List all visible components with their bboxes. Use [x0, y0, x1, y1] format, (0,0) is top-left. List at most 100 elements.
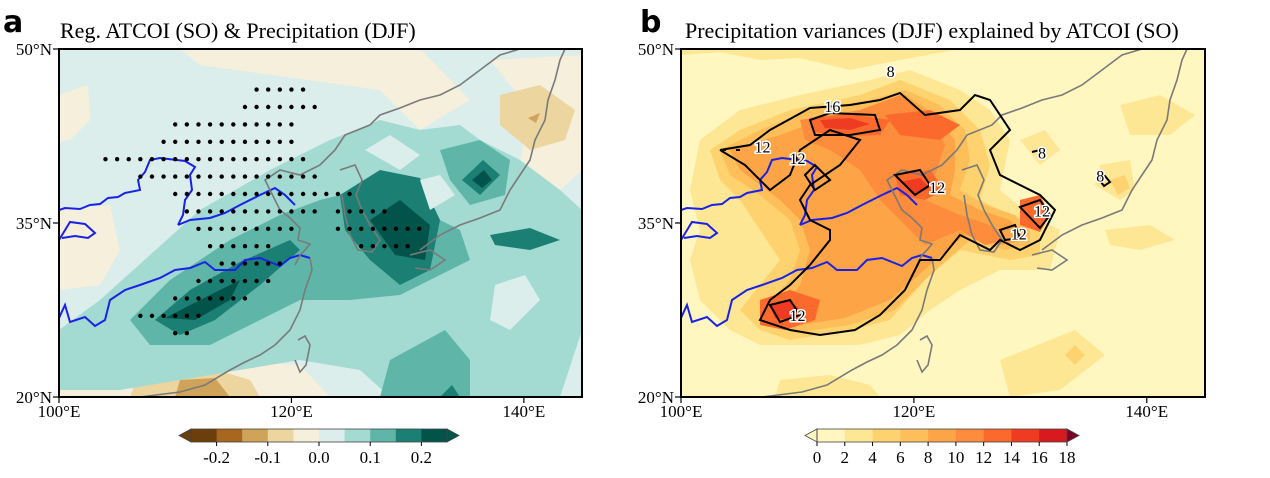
colorbar-bin [293, 429, 320, 442]
contour-line-12 [998, 223, 1022, 242]
stipple-dot [347, 226, 352, 231]
contour-label: 12 [1011, 227, 1027, 244]
stipple-dot [370, 226, 375, 231]
stipple-dot [184, 313, 190, 318]
stipple-dot [254, 157, 259, 162]
stipple-dot [219, 261, 224, 266]
colorbar-bin [191, 429, 218, 442]
stipple-dot [196, 313, 201, 318]
field-patch [440, 385, 460, 397]
coastline-kyushu [1031, 249, 1069, 271]
field-patch [1020, 130, 1060, 165]
contour-label: 8 [1038, 145, 1046, 162]
field-patch [490, 228, 560, 250]
stipple-dot [254, 226, 259, 231]
colorbar-extend-min [804, 428, 818, 443]
stipple-dot [196, 157, 201, 162]
colorbar-tick-label: 6 [896, 448, 905, 467]
stipple-dot [184, 331, 190, 336]
stipple-dot [324, 191, 329, 197]
stipple-dot [173, 313, 178, 318]
x-tick-label: 120°E [893, 402, 936, 421]
colorbar-extend-min [178, 428, 192, 443]
stipple-dot [358, 244, 364, 249]
stipple-dot [277, 209, 283, 214]
field-patch [175, 378, 230, 397]
stipple-dot [149, 157, 155, 162]
field-patch [1000, 330, 1105, 397]
stipple-dot [196, 209, 201, 214]
field-patch [1065, 345, 1085, 365]
x-tick-label: 100°E [38, 402, 81, 421]
yellow-river-lower [799, 186, 918, 226]
stipple-dot [405, 244, 410, 249]
stipple-dot [231, 226, 236, 231]
stipple-dot [312, 174, 317, 179]
significance-stippling [103, 87, 422, 336]
stipple-dot [219, 244, 224, 249]
y-tick-label: 50°N [16, 40, 52, 59]
stipple-dot [289, 191, 294, 197]
stipple-dot [161, 139, 166, 144]
stipple-dot [103, 157, 108, 162]
coastline-kyushu [409, 249, 447, 271]
stipple-dot [138, 313, 143, 318]
field-patch [380, 330, 470, 397]
colorbar-tick-label: 18 [1059, 448, 1076, 467]
field-patch [528, 113, 540, 123]
stipple-dot [231, 278, 236, 284]
field-patch [365, 135, 420, 170]
stipple-dot [405, 226, 410, 231]
colorbar-bin [319, 429, 346, 442]
colorbar-bin [370, 429, 397, 442]
stipple-dot [347, 209, 352, 214]
stipple-dot [300, 87, 306, 92]
stipple-dot [417, 226, 422, 231]
field-patch [370, 200, 430, 260]
stipple-dot [393, 226, 399, 231]
stipple-dot [358, 209, 364, 214]
stipple-dot [231, 139, 236, 144]
stipple-dot [277, 87, 283, 92]
yangtze-river [681, 253, 933, 328]
coastline-japan [1041, 49, 1188, 251]
stipple-dot [161, 157, 166, 162]
stipple-dot [149, 174, 155, 179]
stipple-dot [266, 139, 271, 144]
colorbar-bin [844, 429, 874, 442]
colorbar-tick-label: -0.1 [254, 448, 281, 467]
stipple-dot [161, 313, 166, 318]
stipple-dot [184, 139, 190, 144]
stipple-dot [300, 191, 306, 197]
stipple-dot [370, 209, 375, 214]
coastline-korea [339, 164, 381, 253]
stipple-dot [289, 157, 294, 162]
panel-a-title: Reg. ATCOI (SO) & Precipitation (DJF) [60, 18, 416, 43]
stipple-dot [242, 157, 248, 162]
stipple-dot [184, 122, 190, 127]
stipple-dot [231, 296, 236, 301]
panel-a-axes: 100°E 120°E 140°E 20°N 35°N 50°N [16, 40, 545, 421]
contour-line-12 [803, 163, 832, 192]
coastline-south-china [761, 257, 935, 397]
coastline-taiwan [294, 334, 311, 374]
stipple-dot [242, 139, 248, 144]
stipple-dot [393, 244, 399, 249]
stipple-dot [219, 174, 224, 179]
y-tick-label: 50°N [638, 40, 674, 59]
stipple-dot [161, 174, 166, 179]
stipple-dot [196, 278, 201, 284]
colorbar-bin [817, 429, 846, 442]
stipple-dot [277, 174, 283, 179]
panel-a-map [59, 49, 582, 397]
contour-label: 12 [789, 151, 805, 168]
stipple-dot [242, 209, 248, 214]
yangtze-river [59, 253, 311, 328]
stipple-dot [219, 278, 224, 284]
colorbar-bin [395, 429, 422, 442]
stipple-dot [242, 244, 248, 249]
stipple-dot [254, 244, 259, 249]
stipple-dot [254, 139, 259, 144]
contour-labels: 8 16 12 12 12 12 12 8 8 12 [753, 63, 1106, 327]
contour-label: 8 [1096, 169, 1104, 186]
